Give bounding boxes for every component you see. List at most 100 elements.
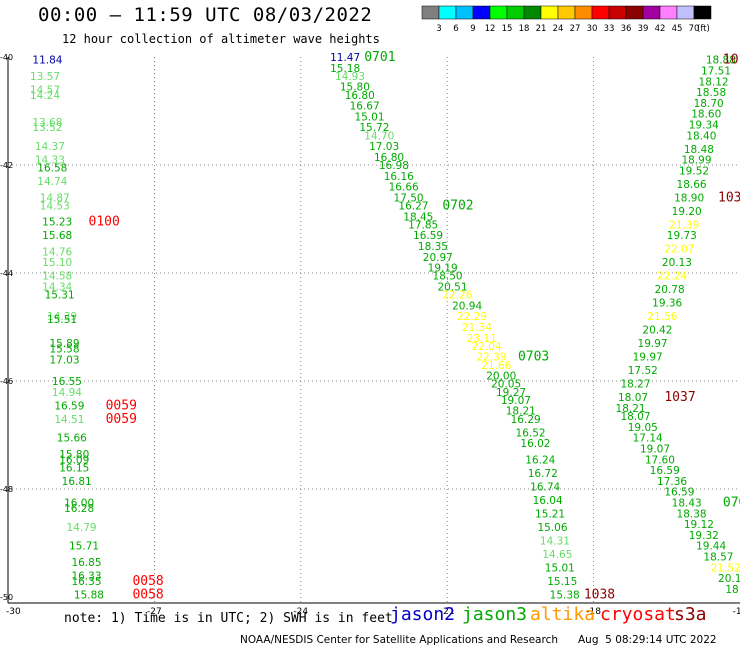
wave-height-label: 19.19 — [428, 263, 458, 275]
legend-altika: altika — [530, 604, 596, 625]
wave-height-label: 20.1 — [718, 573, 740, 585]
y-tick-label: -46 — [0, 377, 13, 386]
wave-height-label: 18.38 — [677, 508, 707, 520]
time-label: 0701 — [364, 50, 395, 65]
wave-height-label: 21.56 — [647, 311, 677, 323]
time-label: 0058 — [132, 587, 163, 602]
wave-height-label: 20.97 — [423, 252, 453, 264]
wave-height-label: 19.73 — [667, 230, 697, 242]
wave-height-label: 15.71 — [69, 541, 99, 553]
wave-height-label: 15.10 — [42, 257, 72, 269]
wave-height-label: 17.14 — [633, 433, 663, 445]
wave-height-label: 20.13 — [662, 257, 692, 269]
scale-label: 3 — [436, 24, 441, 34]
wave-height-label: 16.16 — [384, 171, 414, 183]
scale-label: 27 — [570, 24, 581, 34]
wave-height-label: 22.04 — [472, 341, 502, 353]
scale-label: 45 — [672, 24, 683, 34]
wave-height-label: 20.00 — [486, 371, 516, 383]
x-tick-label: -21 — [440, 607, 455, 617]
wave-height-label: 20.51 — [437, 282, 467, 294]
wave-height-label: 16.52 — [516, 427, 546, 439]
wave-height-label: 15.88 — [74, 589, 104, 601]
scale-label: 24 — [553, 24, 564, 34]
x-tick-label: -27 — [147, 607, 162, 617]
wave-height-label: 16.67 — [350, 101, 380, 113]
scale-label: 42 — [655, 24, 666, 34]
wave-height-label: 16.98 — [379, 160, 409, 172]
wave-height-label: 14.76 — [42, 246, 72, 258]
wave-height-label: 14.74 — [37, 176, 67, 188]
wave-height-label: 16.15 — [59, 462, 89, 474]
wave-height-label: 15.38 — [550, 589, 580, 601]
wave-height-label: 18.90 — [674, 192, 704, 204]
wave-height-label: 16.58 — [37, 163, 67, 175]
wave-height-label: 18.58 — [696, 87, 726, 99]
wave-height-label: 16.27 — [398, 201, 428, 213]
wave-height-label: 16.59 — [54, 400, 84, 412]
wave-height-label: 18.07 — [618, 392, 648, 404]
wave-height-label: 16.72 — [528, 468, 558, 480]
wave-height-label: 17.03 — [49, 354, 79, 366]
scale-label: 12 — [485, 24, 496, 34]
wave-height-label: 18.99 — [681, 155, 711, 167]
scale-label: 33 — [604, 24, 615, 34]
wave-height-label: 18.88 — [706, 55, 736, 67]
wave-height-label: 19.07 — [501, 395, 531, 407]
wave-height-label: 16.59 — [413, 230, 443, 242]
wave-height-label: 15.72 — [359, 122, 389, 134]
time-label: 0100 — [89, 215, 120, 230]
wave-height-label: 15.18 — [330, 63, 360, 75]
wave-height-label: 16.55 — [52, 376, 82, 388]
wave-height-label: 15.23 — [42, 217, 72, 229]
wave-height-label: 18.57 — [703, 552, 733, 564]
wave-height-label: 17.50 — [394, 192, 424, 204]
wave-height-label: 18.70 — [694, 98, 724, 110]
wave-height-label: 22.24 — [657, 271, 687, 283]
x-tick-label: -30 — [6, 607, 21, 617]
wave-height-label: 22.26 — [442, 290, 472, 302]
scale-swatch — [693, 5, 712, 20]
page-subtitle: 12 hour collection of altimeter wave hei… — [62, 32, 380, 46]
wave-height-label: 15.68 — [42, 230, 72, 242]
wave-height-label: 14.94 — [52, 387, 82, 399]
wave-height-label: 14.70 — [364, 130, 394, 142]
wave-height-label: 16.81 — [62, 476, 92, 488]
wave-height-label: 16.33 — [71, 570, 101, 582]
credit-line: NOAA/NESDIS Center for Satellite Applica… — [240, 634, 558, 646]
wave-height-label: 16.66 — [389, 182, 419, 194]
wave-height-label: 18.66 — [677, 179, 707, 191]
wave-height-label: 14.24 — [30, 90, 60, 102]
wave-height-label: 17.52 — [628, 365, 658, 377]
x-tick-label: -15 — [733, 607, 740, 617]
wave-height-label: 19.12 — [684, 519, 714, 531]
y-tick-label: -44 — [0, 269, 13, 278]
wave-height-label: 19.52 — [679, 165, 709, 177]
wave-height-label: 15.58 — [49, 344, 79, 356]
wave-height-label: 15.15 — [547, 576, 577, 588]
wave-height-label: 17.60 — [645, 454, 675, 466]
scale-label: 9 — [470, 24, 475, 34]
wave-height-label: 16.24 — [525, 454, 555, 466]
wave-height-label: 16.85 — [71, 557, 101, 569]
scale-unit: (ft) — [697, 24, 710, 34]
wave-height-label: 16.28 — [64, 503, 94, 515]
wave-height-label: 19.27 — [496, 387, 526, 399]
wave-height-label: 16.74 — [530, 481, 560, 493]
wave-height-label: 23.11 — [467, 333, 497, 345]
wave-height-label: 11.47 — [330, 52, 360, 64]
wave-height-label: 14.31 — [540, 535, 570, 547]
scale-label: 36 — [621, 24, 632, 34]
wave-height-label: 19.32 — [689, 530, 719, 542]
wave-height-label: 15.51 — [47, 314, 77, 326]
wave-height-label: 15.31 — [45, 290, 75, 302]
wave-height-label: 15.21 — [535, 508, 565, 520]
legend-jason3: jason3 — [462, 604, 528, 625]
scale-label: 15 — [502, 24, 513, 34]
wave-height-label: 17.51 — [701, 66, 731, 78]
time-label: 0704 — [723, 496, 740, 511]
page-title: 00:00 – 11:59 UTC 08/03/2022 — [38, 4, 373, 26]
wave-height-label: 16.59 — [664, 487, 694, 499]
scale-label: 18 — [519, 24, 530, 34]
wave-height-label: 14.53 — [40, 201, 70, 213]
